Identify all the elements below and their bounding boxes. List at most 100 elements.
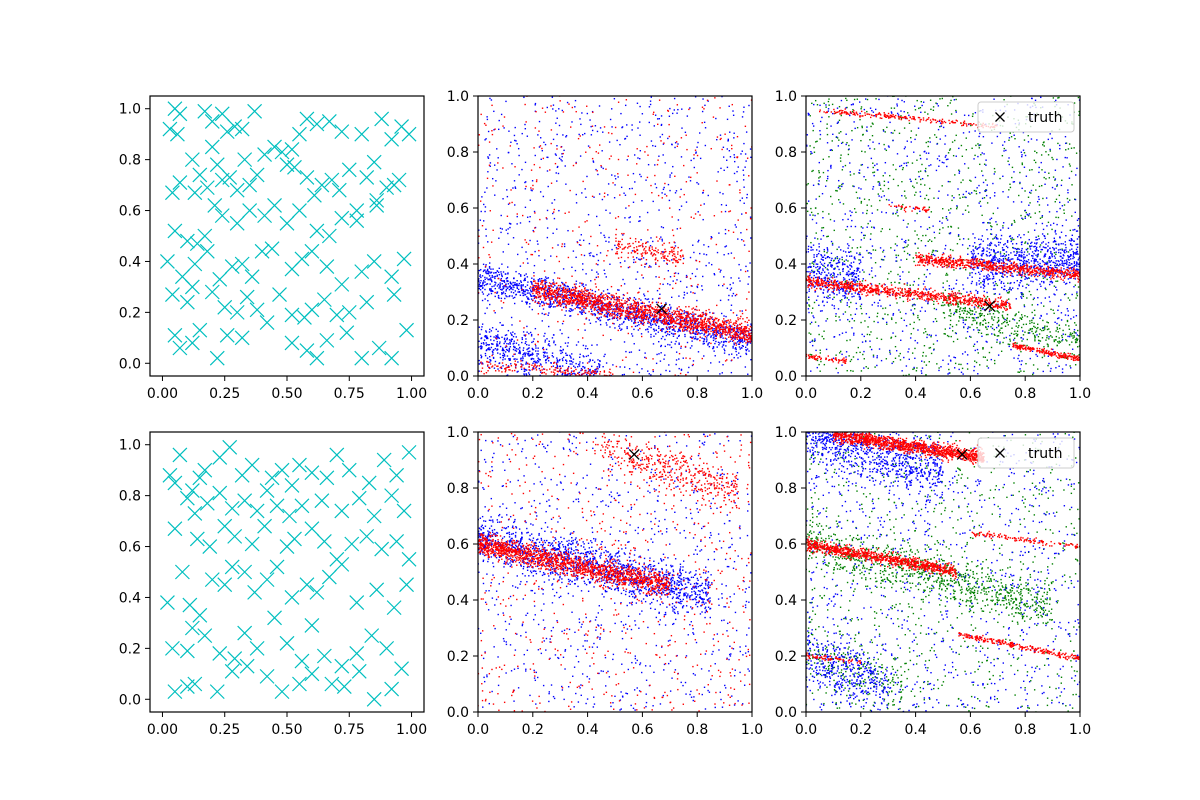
data-point (587, 295, 590, 298)
data-point (639, 259, 641, 261)
data-point (729, 327, 731, 330)
data-point (599, 319, 602, 322)
data-point (581, 311, 584, 313)
data-point (486, 357, 489, 359)
data-point (586, 297, 589, 299)
data-point (691, 319, 694, 322)
data-point (565, 281, 567, 284)
data-point (547, 156, 549, 159)
data-point (716, 180, 718, 182)
data-point (698, 325, 701, 327)
data-point (621, 243, 623, 246)
data-point (535, 369, 538, 371)
data-point (689, 331, 691, 333)
data-point (640, 315, 643, 318)
data-point (485, 330, 487, 332)
data-point (553, 291, 555, 293)
data-point (486, 283, 488, 285)
data-point (599, 313, 602, 315)
data-point (568, 301, 570, 303)
data-point (720, 312, 723, 315)
data-point (712, 333, 714, 335)
data-point (599, 309, 601, 311)
data-point (666, 283, 669, 285)
data-point (564, 297, 567, 299)
data-point (199, 180, 215, 196)
data-point (733, 156, 736, 159)
data-point (556, 117, 558, 119)
data-point (574, 287, 577, 290)
data-point (649, 313, 652, 315)
data-point (487, 337, 489, 340)
data-point (681, 317, 683, 319)
data-point (591, 269, 593, 271)
data-point (498, 267, 500, 270)
data-point (702, 275, 704, 278)
data-point (561, 245, 563, 248)
data-point (705, 254, 708, 256)
data-point (518, 290, 521, 293)
data-point (274, 144, 290, 160)
data-point (589, 301, 591, 303)
data-point (705, 332, 707, 334)
data-point (534, 295, 536, 298)
data-point (638, 258, 640, 260)
data-point (491, 130, 493, 132)
data-point (720, 324, 722, 326)
data-point (578, 296, 580, 298)
data-point (571, 370, 573, 372)
data-point (746, 321, 749, 324)
data-point (504, 351, 507, 353)
data-point (578, 285, 581, 288)
data-point (525, 334, 527, 336)
data-point (582, 239, 585, 242)
data-point (688, 366, 690, 369)
data-point (588, 361, 590, 363)
data-point (704, 325, 707, 328)
data-point (478, 285, 480, 287)
data-point (613, 308, 616, 310)
data-point (749, 338, 751, 340)
data-point (638, 323, 640, 326)
data-point (596, 170, 598, 172)
data-point (582, 344, 585, 347)
data-point (706, 324, 708, 327)
data-point (396, 251, 412, 267)
data-point (718, 318, 720, 321)
data-point (511, 370, 514, 372)
data-point (538, 285, 540, 287)
data-point (613, 323, 615, 325)
data-point (710, 335, 712, 337)
data-point (401, 126, 417, 142)
data-point (557, 284, 560, 287)
data-point (651, 246, 653, 248)
data-point (249, 302, 265, 318)
data-point (642, 257, 645, 259)
data-point (641, 254, 643, 256)
data-point (536, 289, 538, 291)
data-point (707, 245, 710, 248)
data-point (563, 283, 566, 286)
data-point (548, 343, 550, 345)
data-point (617, 307, 620, 309)
data-point (683, 164, 685, 167)
data-point (727, 229, 730, 232)
data-point (577, 294, 579, 296)
data-point (628, 313, 630, 316)
data-point (738, 327, 740, 329)
data-point (546, 292, 548, 295)
data-point (531, 289, 534, 291)
data-point (589, 368, 591, 371)
data-point (600, 381, 601, 382)
data-point (660, 236, 662, 238)
data-point (562, 289, 565, 292)
data-point (694, 308, 696, 311)
data-point (608, 297, 611, 299)
data-point (596, 130, 599, 133)
data-point (630, 308, 633, 310)
data-point (587, 213, 590, 216)
data-point (613, 317, 616, 320)
data-point (743, 326, 746, 328)
data-point (321, 114, 337, 129)
data-point (585, 293, 587, 295)
